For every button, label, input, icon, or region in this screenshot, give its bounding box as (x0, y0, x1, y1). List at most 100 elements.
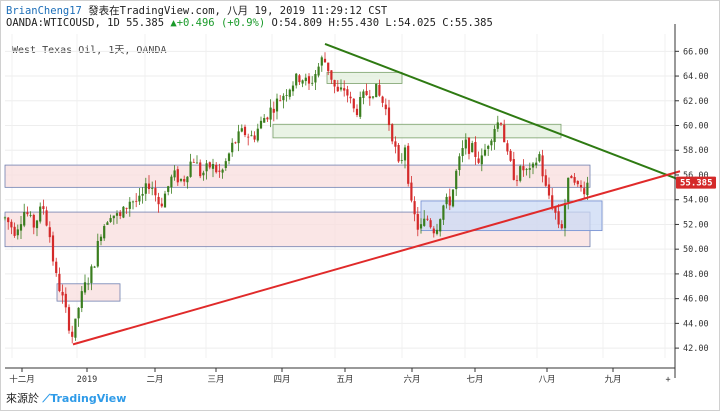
candle-body (173, 170, 176, 178)
x-tick-label: 五月 (336, 375, 353, 385)
candle-body (291, 85, 295, 92)
candle-body (99, 236, 103, 241)
candle-body (128, 201, 131, 209)
candle-body (359, 96, 362, 117)
candle-body (455, 170, 458, 190)
x-tick-label: 二月 (146, 375, 163, 385)
candle-body (176, 169, 179, 183)
candle-body (327, 62, 330, 72)
candle-body (23, 212, 26, 226)
candle-body (496, 122, 499, 129)
candle-body (93, 266, 96, 268)
candle-body (368, 96, 371, 99)
candle-body (426, 218, 429, 220)
candles (3, 52, 589, 344)
candle-body (221, 169, 224, 173)
candle-body (138, 195, 141, 202)
candle-body (154, 188, 157, 196)
candle-body (557, 211, 560, 225)
candle-body (147, 183, 151, 190)
ohlc-values: O:54.809 H:55.430 L:54.025 C:55.385 (271, 17, 493, 29)
candle-body (179, 178, 183, 181)
candle-body (272, 108, 275, 113)
candle-body (26, 212, 29, 215)
candle-body (320, 57, 323, 66)
y-tick-label: 42.00 (683, 344, 709, 354)
candle-body (387, 107, 391, 126)
candle-body (90, 266, 93, 283)
candle-body (240, 128, 243, 132)
candle-body (45, 210, 48, 226)
candle-body (317, 66, 320, 76)
candle-body (519, 166, 522, 181)
candle-body (224, 161, 227, 168)
candle-body (464, 139, 467, 149)
y-tick-label: 48.00 (683, 270, 709, 280)
candle-body (314, 74, 317, 83)
y-tick-label: 66.00 (683, 47, 709, 57)
candle-body (58, 273, 61, 292)
candle-body (407, 145, 410, 184)
candle-body (282, 95, 285, 101)
publish-info: 發表在TradingView.com, 八月 19, 2019 11:29:12… (88, 5, 388, 17)
y-tick-label: 52.00 (683, 220, 709, 230)
candle-body (547, 184, 551, 196)
candle-body (71, 331, 74, 337)
candle-body (259, 120, 263, 129)
candle-body (307, 76, 311, 84)
candle-body (74, 318, 77, 338)
candle-body (410, 182, 413, 201)
x-tick-label: 十二月 (9, 374, 35, 385)
price-zone (326, 71, 403, 84)
tradingview-brand[interactable]: TradingView (50, 392, 127, 405)
candle-body (7, 217, 10, 223)
candle-body (285, 94, 288, 96)
candle-body (269, 107, 272, 120)
candle-body (61, 291, 64, 296)
chart-title: West Texas Oil, 1天, OANDA (12, 45, 167, 56)
candle-body (243, 126, 247, 136)
candle-body (67, 307, 71, 331)
last-price-box (676, 176, 716, 189)
candle-body (522, 166, 525, 171)
candle-body (256, 128, 259, 141)
symbol-info: OANDA:WTICOUSD, 1D 55.385 (6, 17, 165, 29)
candle-body (141, 193, 144, 196)
x-tick-label: 七月 (466, 375, 483, 385)
candle-body (554, 206, 557, 213)
x-axis-plus: + (665, 375, 670, 385)
candle-body (119, 212, 122, 216)
candle-body (234, 142, 237, 144)
price-zone (4, 164, 591, 188)
x-tick-label: 三月 (207, 375, 224, 385)
candle-body (371, 96, 375, 98)
candle-body (109, 218, 112, 222)
candle-body (279, 100, 282, 102)
candle-body (560, 224, 563, 229)
footer-prefix: 來源於 (6, 392, 39, 405)
candle-body (333, 79, 336, 87)
candle-body (349, 96, 352, 99)
x-tick-label: 六月 (403, 374, 420, 385)
candle-body (96, 240, 99, 267)
tradingview-logo-icon[interactable]: ⟋ (42, 392, 51, 405)
candle-body (339, 87, 343, 90)
price-zone (420, 200, 603, 232)
candle-body (323, 58, 327, 63)
candle-body (419, 224, 423, 229)
y-tick-label: 62.00 (683, 97, 709, 107)
candle-body (471, 143, 474, 153)
author-link[interactable]: BrianCheng17 (6, 5, 82, 17)
x-tick-label: 2019 (77, 375, 97, 385)
candle-body (106, 222, 109, 225)
y-tick-label: 50.00 (683, 245, 709, 255)
y-tick-label: 64.00 (683, 72, 709, 82)
candle-body (19, 224, 23, 231)
candle-body (343, 88, 346, 91)
candle-body (442, 205, 445, 220)
candle-body (103, 225, 106, 239)
candle-body (355, 108, 359, 116)
candle-body (391, 124, 394, 142)
candle-body (77, 307, 80, 319)
